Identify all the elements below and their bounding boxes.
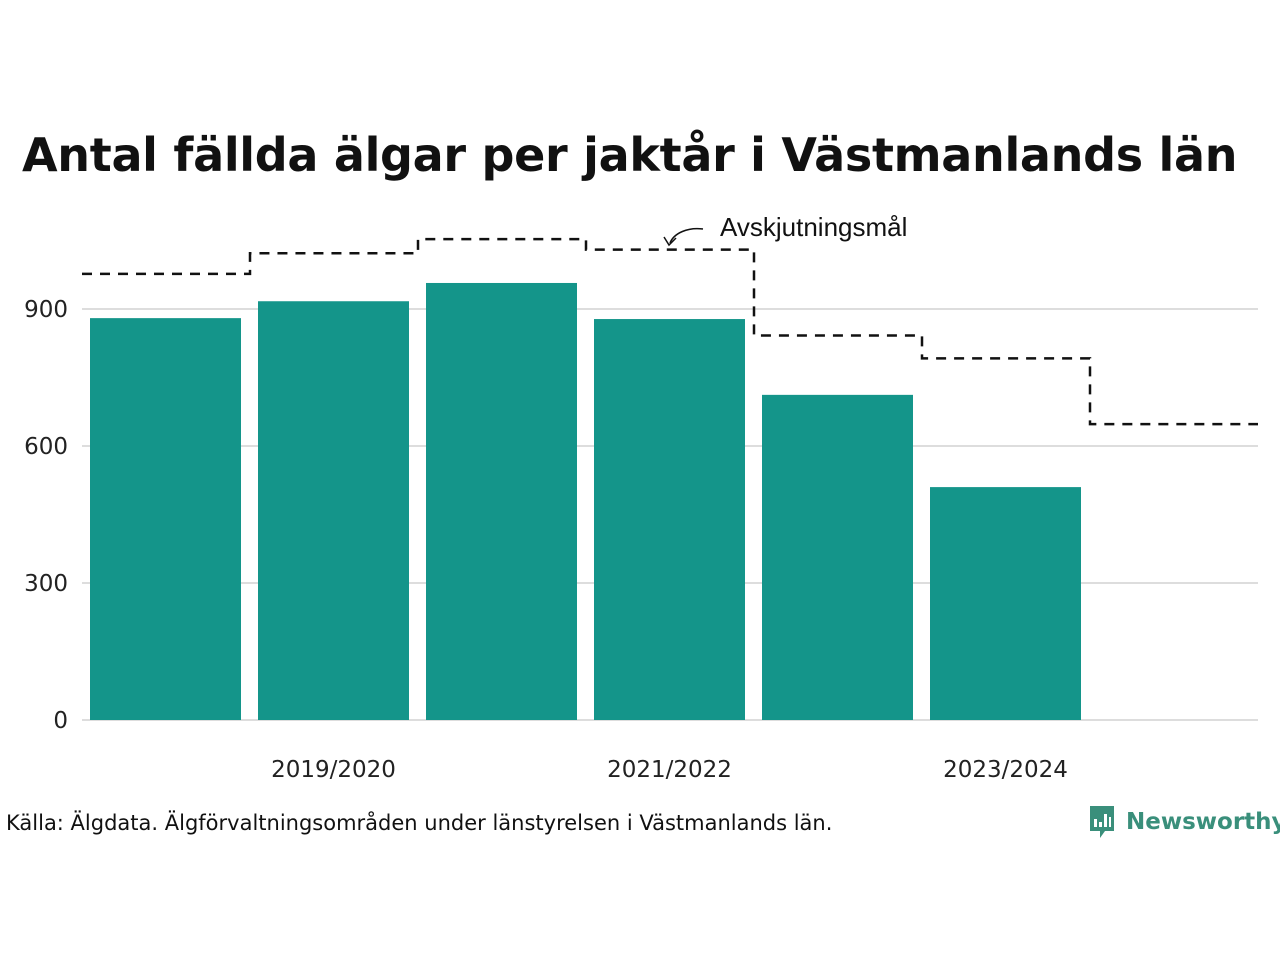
y-tick-label: 300 (24, 571, 68, 597)
bar (258, 301, 409, 720)
newsworthy-logo-icon (1090, 806, 1114, 838)
chart-title: Antal fällda älgar per jaktår i Västmanl… (22, 128, 1238, 182)
y-tick-label: 0 (53, 708, 68, 734)
bar (930, 487, 1081, 720)
bar (594, 319, 745, 720)
y-tick-label: 900 (24, 297, 68, 323)
bar (90, 318, 241, 720)
bar (762, 394, 913, 720)
bar (426, 282, 577, 720)
brand-logo: Newsworthy (1088, 803, 1280, 841)
annotation-label: Avskjutningsmål (720, 212, 907, 242)
y-tick-label: 600 (24, 434, 68, 460)
annotation: Avskjutningsmål (663, 212, 907, 247)
x-tick-label: 2023/2024 (943, 757, 1068, 783)
x-axis-ticks: 2019/2020 2021/2022 2023/2024 (271, 757, 1068, 783)
annotation-arrow-icon (669, 227, 704, 244)
annotation-arrowhead-icon (663, 236, 677, 247)
x-tick-label: 2021/2022 (607, 757, 732, 783)
y-axis-ticks: 0 300 600 900 (24, 297, 68, 734)
source-note: Källa: Älgdata. Älgförvaltningsområden u… (6, 811, 833, 835)
brand-name: Newsworthy (1126, 809, 1280, 835)
x-tick-label: 2019/2020 (271, 757, 396, 783)
goal-line (82, 237, 1258, 426)
goal-step-line (82, 237, 1258, 426)
bars (90, 282, 1081, 720)
